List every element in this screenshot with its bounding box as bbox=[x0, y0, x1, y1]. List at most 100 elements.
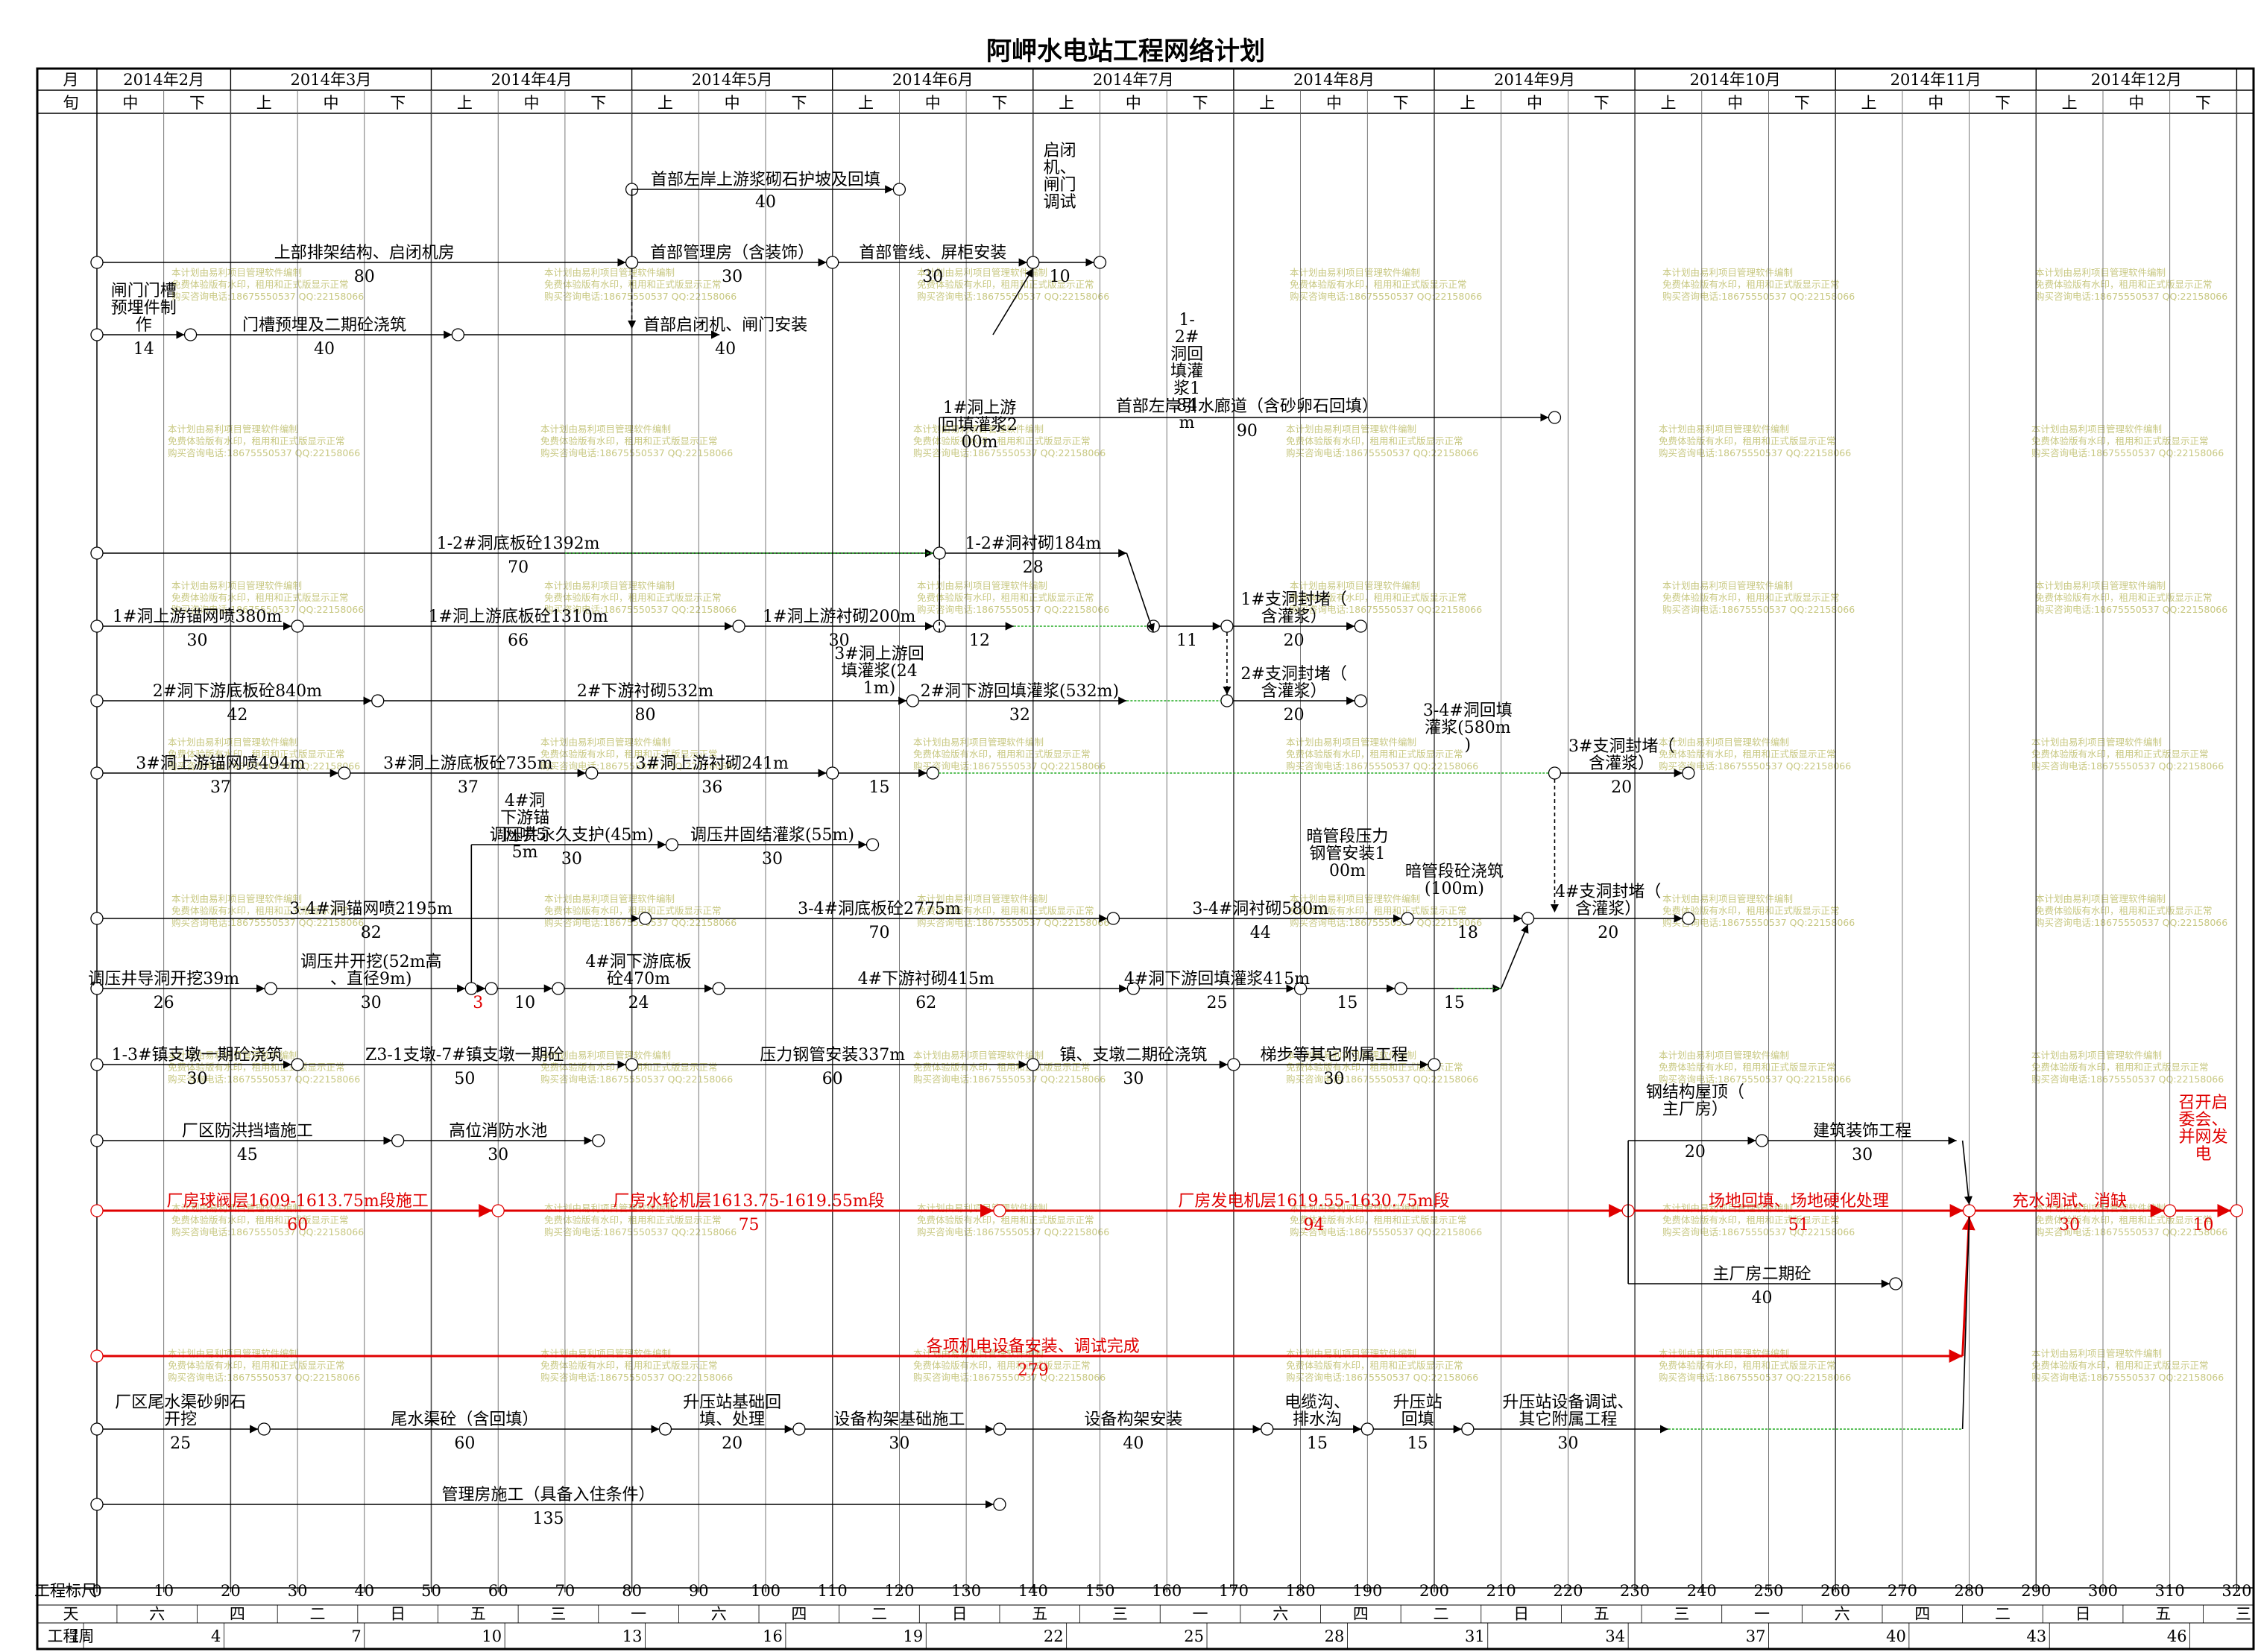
scale-tick-label: 130 bbox=[951, 1582, 981, 1600]
dekad-label: 中 bbox=[323, 94, 338, 112]
task-duration: 135 bbox=[532, 1510, 564, 1528]
event-node bbox=[658, 1422, 672, 1436]
scale-tick-label: 20 bbox=[221, 1582, 241, 1600]
day-label: 日 bbox=[952, 1605, 968, 1623]
watermark-text: 本计划由易利项目管理软件编制 bbox=[1662, 267, 1793, 278]
watermark-text: 免费体验版有水印，租用和正式版显示正常 bbox=[917, 592, 1094, 603]
task-duration: 37 bbox=[458, 778, 479, 797]
page-title: 阿岬水电站工程网络计划 bbox=[986, 37, 1265, 66]
event-node bbox=[993, 1498, 1006, 1511]
event-node bbox=[90, 328, 104, 341]
watermark-text: 购买咨询电话:18675550537 QQ:22158066 bbox=[171, 1226, 364, 1238]
watermark-text: 购买咨询电话:18675550537 QQ:22158066 bbox=[1659, 760, 1851, 772]
dekad-label: 上 bbox=[658, 94, 673, 112]
scale-tick-label: 10 bbox=[154, 1582, 174, 1600]
week-label: 37 bbox=[1746, 1627, 1766, 1645]
task-label: 5m bbox=[512, 843, 538, 862]
event-node bbox=[1682, 766, 1695, 780]
task-label: 尾水渠砼（含回填） bbox=[391, 1410, 538, 1429]
watermark-text: 购买咨询电话:18675550537 QQ:22158066 bbox=[1662, 291, 1855, 302]
task-duration: 25 bbox=[170, 1434, 191, 1453]
watermark-text: 购买咨询电话:18675550537 QQ:22158066 bbox=[1662, 1226, 1855, 1238]
watermark-text: 免费体验版有水印，租用和正式版显示正常 bbox=[171, 279, 349, 290]
watermark-text: 免费体验版有水印，租用和正式版显示正常 bbox=[913, 748, 1091, 760]
watermark-text: 购买咨询电话:18675550537 QQ:22158066 bbox=[1662, 604, 1855, 615]
scale-tick-label: 250 bbox=[1753, 1582, 1783, 1600]
watermark-text: 购买咨询电话:18675550537 QQ:22158066 bbox=[1290, 291, 1482, 302]
task-label: 填灌 bbox=[1170, 362, 1203, 381]
week-row-label: 工程周 bbox=[48, 1627, 95, 1645]
task-label: m bbox=[1179, 414, 1195, 432]
event-node bbox=[1461, 1422, 1475, 1436]
event-node bbox=[1261, 1422, 1274, 1436]
watermark-text: 本计划由易利项目管理软件编制 bbox=[1659, 1050, 1789, 1061]
task-label: 含灌浆） bbox=[1589, 754, 1654, 773]
watermark-text: 购买咨询电话:18675550537 QQ:22158066 bbox=[540, 447, 733, 458]
watermark-text: 免费体验版有水印，租用和正式版显示正常 bbox=[917, 279, 1094, 290]
event-node bbox=[391, 1134, 405, 1147]
task-label: 厂区防洪挡墙施工 bbox=[182, 1122, 313, 1141]
task-duration: 70 bbox=[508, 558, 529, 577]
task-label: 厂房球阀层1609-1613.75m段施工 bbox=[166, 1192, 428, 1211]
month-label: 2014年11月 bbox=[1891, 71, 1981, 89]
task-label: 1m) bbox=[863, 679, 895, 698]
event-node bbox=[90, 1058, 104, 1071]
task-duration: 30 bbox=[1123, 1070, 1144, 1088]
watermark-text: 购买咨询电话:18675550537 QQ:22158066 bbox=[1659, 1074, 1851, 1085]
watermark-text: 购买咨询电话:18675550537 QQ:22158066 bbox=[1286, 1372, 1478, 1383]
watermark-text: 购买咨询电话:18675550537 QQ:22158066 bbox=[2031, 1372, 2224, 1383]
task-duration: 40 bbox=[715, 340, 736, 359]
month-label: 2014年7月 bbox=[1093, 71, 1174, 89]
task-label: 4#洞下游底板 bbox=[585, 953, 691, 971]
watermark-text: 本计划由易利项目管理软件编制 bbox=[2031, 1348, 2162, 1359]
task-label: 含灌浆） bbox=[1261, 608, 1327, 626]
event-node bbox=[2163, 1204, 2177, 1217]
task-duration: 20 bbox=[1611, 778, 1632, 797]
task-label: 、直径9m) bbox=[330, 970, 411, 989]
watermark-text: 本计划由易利项目管理软件编制 bbox=[540, 1050, 671, 1061]
watermark-text: 本计划由易利项目管理软件编制 bbox=[168, 1050, 298, 1061]
day-label: 三 bbox=[1112, 1605, 1128, 1623]
task-label: 00m bbox=[962, 433, 998, 452]
watermark-text: 免费体验版有水印，租用和正式版显示正常 bbox=[540, 435, 718, 447]
watermark-text: 免费体验版有水印，租用和正式版显示正常 bbox=[1659, 1360, 1836, 1371]
event-node bbox=[183, 328, 198, 341]
scale-tick-label: 220 bbox=[1553, 1582, 1583, 1600]
watermark-text: 本计划由易利项目管理软件编制 bbox=[1286, 423, 1416, 435]
event-node bbox=[291, 620, 304, 633]
task-label: 首部左岸上游浆砌石护坡及回填 bbox=[651, 171, 880, 189]
task-duration: 10 bbox=[514, 994, 535, 1012]
watermark-text: 免费体验版有水印，租用和正式版显示正常 bbox=[2035, 592, 2213, 603]
scale-tick-label: 320 bbox=[2221, 1582, 2251, 1600]
watermark-text: 购买咨询电话:18675550537 QQ:22158066 bbox=[2035, 917, 2227, 928]
task-label: 暗管段压力 bbox=[1306, 827, 1388, 846]
task-label: 4#支洞封堵（ bbox=[1555, 883, 1661, 901]
day-row-label: 天 bbox=[63, 1605, 79, 1623]
task-label: 设备构架基础施工 bbox=[833, 1410, 965, 1429]
scale-tick-label: 60 bbox=[488, 1582, 508, 1600]
task-label: 1-2#洞底板砼1392m bbox=[437, 535, 600, 553]
event-node bbox=[625, 1058, 639, 1071]
watermark-text: 本计划由易利项目管理软件编制 bbox=[913, 737, 1044, 748]
task-label: 建筑装饰工程 bbox=[1813, 1122, 1911, 1141]
event-node bbox=[1220, 620, 1234, 633]
scale-tick-label: 50 bbox=[421, 1582, 441, 1600]
day-label: 三 bbox=[1674, 1605, 1689, 1623]
watermark-text: 免费体验版有水印，租用和正式版显示正常 bbox=[1662, 1214, 1840, 1226]
watermark-text: 购买咨询电话:18675550537 QQ:22158066 bbox=[917, 917, 1109, 928]
task-label: 闸门门槽 bbox=[111, 282, 177, 300]
watermark-text: 购买咨询电话:18675550537 QQ:22158066 bbox=[917, 291, 1109, 302]
task-duration: 60 bbox=[454, 1434, 475, 1453]
watermark-text: 购买咨询电话:18675550537 QQ:22158066 bbox=[913, 1074, 1106, 1085]
watermark-text: 购买咨询电话:18675550537 QQ:22158066 bbox=[171, 604, 364, 615]
event-node bbox=[1027, 256, 1040, 269]
month-label: 2014年9月 bbox=[1494, 71, 1575, 89]
task-label: 主厂房二期砼 bbox=[1713, 1265, 1811, 1284]
scale-tick-label: 150 bbox=[1085, 1582, 1114, 1600]
week-label: 43 bbox=[2027, 1627, 2047, 1645]
event-node bbox=[90, 1422, 104, 1436]
day-label: 五 bbox=[1032, 1605, 1047, 1623]
month-label: 2014年6月 bbox=[892, 71, 974, 89]
day-label: 五 bbox=[470, 1605, 486, 1623]
month-label: 2014年4月 bbox=[491, 71, 573, 89]
